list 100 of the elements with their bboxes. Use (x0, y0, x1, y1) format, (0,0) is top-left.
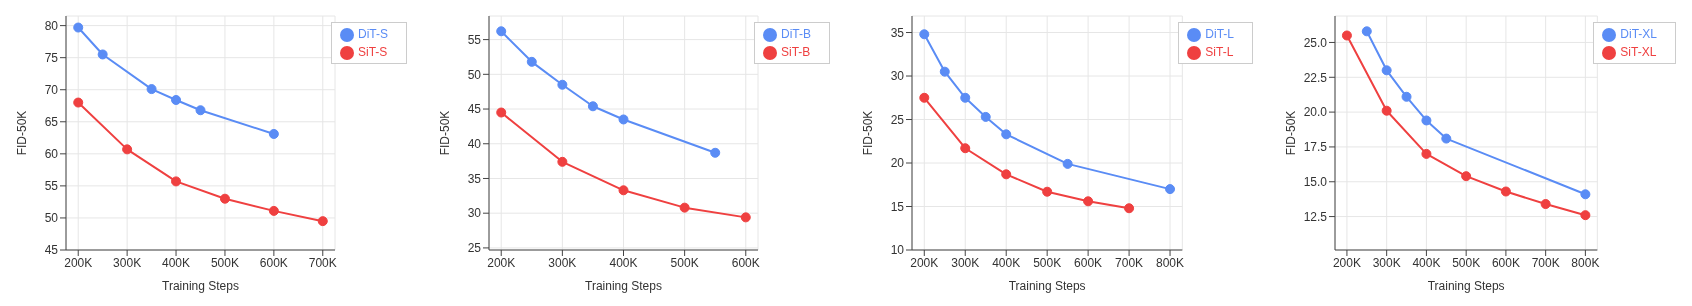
point (919, 29, 930, 40)
x-tick-label: 600K (1491, 255, 1520, 270)
point (1341, 30, 1352, 41)
y-tick-label: 65 (44, 115, 59, 130)
x-tick-label: 400K (992, 255, 1021, 270)
x-tick-label: 600K (259, 255, 288, 270)
point (618, 185, 629, 196)
point (122, 144, 133, 155)
point (1083, 196, 1094, 207)
y-tick-label: 70 (44, 82, 59, 97)
point (1421, 148, 1432, 159)
y-axis-title: FID-50K (1284, 110, 1299, 156)
legend-label: DiT-S (358, 27, 388, 41)
point (219, 193, 230, 204)
point (268, 205, 279, 216)
point (146, 84, 157, 95)
point (939, 66, 950, 77)
y-tick-label: 30 (467, 206, 482, 221)
point (1401, 91, 1412, 102)
point (268, 128, 279, 139)
legend-label: DiT-L (1205, 27, 1234, 41)
y-tick-label: 75 (44, 50, 59, 65)
point (496, 26, 507, 37)
x-axis-title: Training Steps (1427, 279, 1505, 293)
x-tick-label: 800K (1571, 255, 1600, 270)
x-tick-label: 200K (910, 255, 939, 270)
y-tick-label: 22.5 (1303, 70, 1328, 85)
y-tick-label: 35 (467, 171, 482, 186)
point (1001, 169, 1012, 180)
y-tick-label: 45 (44, 243, 59, 258)
point (1062, 158, 1073, 169)
y-tick-label: 15 (890, 199, 905, 214)
point (1165, 184, 1176, 195)
y-tick-label: 20.0 (1303, 105, 1328, 120)
x-tick-label: 500K (670, 255, 699, 270)
point (195, 105, 206, 116)
point (1124, 203, 1135, 214)
point (1540, 199, 1551, 210)
x-tick-label: 600K (1074, 255, 1103, 270)
x-axis-title: Training Steps (585, 279, 662, 293)
point (960, 143, 971, 154)
point (1421, 115, 1432, 126)
y-tick-label: 30 (890, 69, 905, 84)
x-axis-title: Training Steps (162, 279, 239, 293)
y-tick-label: 25 (890, 112, 905, 127)
legend-label: SiT-L (1205, 45, 1234, 59)
point (317, 216, 328, 227)
y-tick-label: 45 (467, 102, 482, 117)
x-tick-label: 500K (210, 255, 239, 270)
point (587, 101, 598, 112)
y-tick-label: 10 (890, 243, 905, 258)
point (618, 114, 629, 125)
point (171, 94, 182, 105)
y-tick-label: 25.0 (1303, 35, 1328, 50)
point (1042, 186, 1053, 197)
x-tick-label: 300K (113, 255, 142, 270)
x-tick-label: 400K (1412, 255, 1441, 270)
x-tick-label: 500K (1452, 255, 1481, 270)
point (526, 56, 537, 67)
x-tick-label: 400K (162, 255, 191, 270)
y-tick-label: 40 (467, 137, 482, 152)
x-tick-label: 700K (308, 255, 337, 270)
y-tick-label: 55 (44, 179, 59, 194)
x-tick-label: 200K (64, 255, 93, 270)
point (557, 156, 568, 167)
point (980, 111, 991, 122)
point (171, 176, 182, 187)
point (1461, 171, 1472, 182)
point (1500, 186, 1511, 197)
legend-label: DiT-B (781, 27, 811, 41)
y-tick-label: 60 (44, 147, 59, 162)
x-tick-label: 200K (1332, 255, 1361, 270)
y-tick-label: 25 (467, 241, 482, 256)
point (960, 92, 971, 103)
point (1381, 105, 1392, 116)
point (1381, 65, 1392, 76)
point (1580, 189, 1591, 200)
x-tick-label: 300K (1372, 255, 1401, 270)
point (73, 97, 84, 108)
legend-label: SiT-XL (1620, 45, 1657, 59)
point (496, 107, 507, 118)
point (1001, 129, 1012, 140)
x-tick-label: 600K (731, 255, 760, 270)
point (1361, 26, 1372, 37)
x-tick-label: 700K (1115, 255, 1144, 270)
y-tick-label: 35 (890, 25, 905, 40)
point (73, 22, 84, 33)
point (557, 79, 568, 90)
y-tick-label: 20 (890, 156, 905, 171)
legend-label: SiT-B (781, 45, 811, 59)
y-tick-label: 17.5 (1303, 140, 1328, 155)
y-tick-label: 12.5 (1303, 209, 1328, 224)
point (919, 92, 930, 103)
y-tick-label: 55 (467, 32, 482, 47)
point (97, 49, 108, 60)
y-axis-title: FID-50K (861, 110, 876, 156)
y-axis-title: FID-50K (15, 110, 30, 156)
y-axis-title: FID-50K (438, 110, 453, 156)
x-tick-label: 200K (487, 255, 516, 270)
point (710, 147, 721, 158)
